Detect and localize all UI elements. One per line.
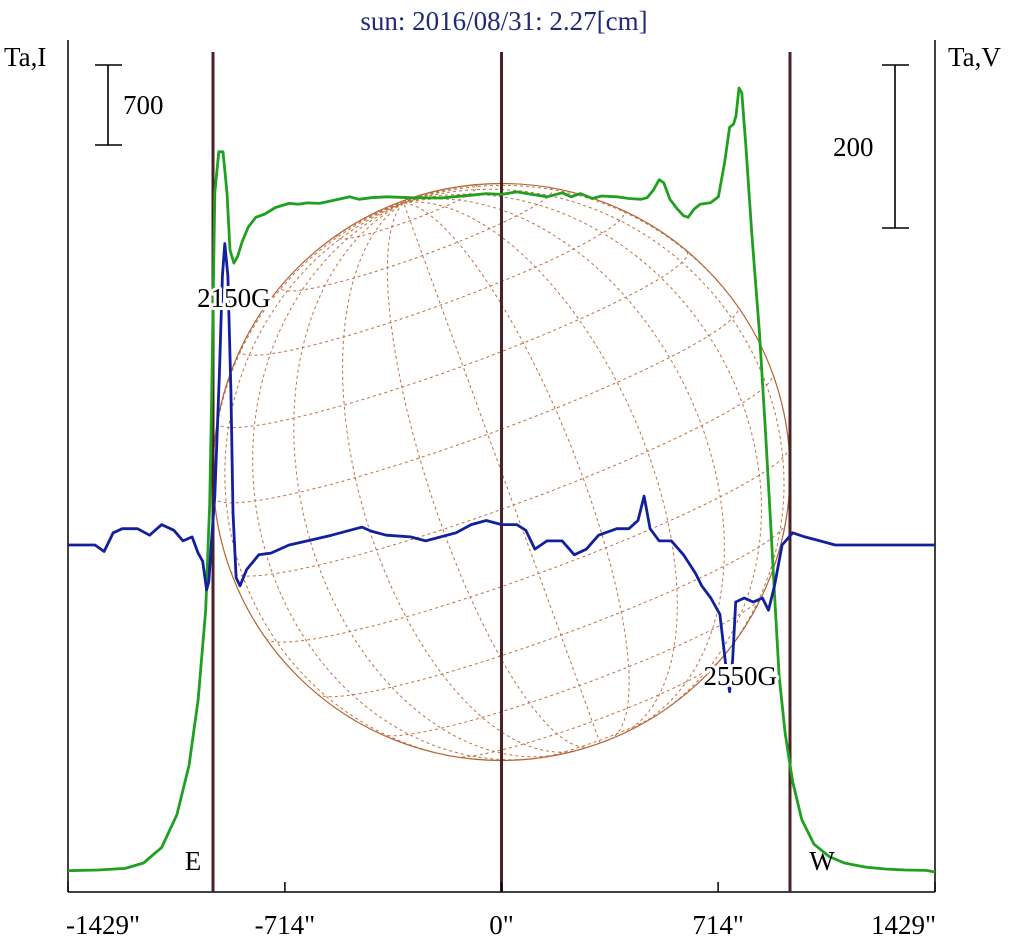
heliographic-grid-line [403,198,725,730]
heliographic-grid-line [403,193,762,717]
heliographic-grid-line [293,202,567,758]
heliographic-grid-line [403,184,774,374]
x-tick-label: 0" [489,910,514,940]
annotations: 2150G 2550G [194,280,780,694]
left-axis-label: Ta,I [4,42,46,72]
heliographic-grid-line [403,201,678,735]
heliographic-grid-line [403,202,630,740]
heliographic-grid-line [342,202,579,753]
scale-bars: 700 200 [95,64,909,229]
heliographic-grid-line [535,713,660,759]
left-scale-bar-label: 700 [123,90,164,120]
right-scale-bar-label: 200 [833,132,874,162]
limb-label: E [185,846,202,876]
field-annotation: 2150G [197,283,271,313]
heliographic-grid-line [336,184,478,240]
series-line-I [67,86,936,874]
heliographic-grid-line [300,202,404,266]
x-tick-label: 714" [692,910,744,940]
heliographic-grid-line [252,202,542,761]
x-axis-ticks: -1429" -714" 0" 714" 1429" [66,882,936,940]
right-axis-label: Ta,V [948,42,1001,72]
heliographic-grid-line [403,188,785,677]
series-line-V [68,242,935,694]
heliographic-grid-line [265,448,790,643]
limb-label: W [809,846,835,876]
chart-title: sun: 2016/08/31: 2.27[cm] [360,6,647,36]
field-annotation: 2550G [703,661,777,691]
heliographic-grid-line [213,305,739,504]
heliographic-grid-line [403,202,601,744]
x-tick-label: -1429" [66,910,140,940]
heliographic-grid-line [455,660,720,758]
heliographic-grid-line [239,209,625,356]
limb-markers [211,52,792,892]
x-tick-label: -714" [255,910,316,940]
heliographic-grid-line [224,202,477,760]
x-tick-label: 1429" [871,910,936,940]
series-group [67,86,936,874]
heliographic-grid-line [402,200,405,204]
